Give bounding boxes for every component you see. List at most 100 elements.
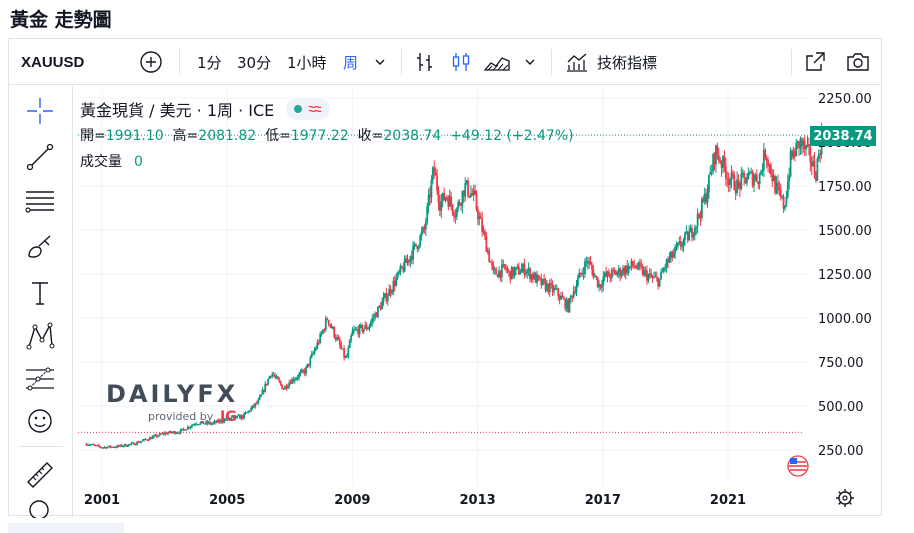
- candle-body: [179, 429, 182, 434]
- candle-body: [585, 261, 588, 263]
- candle-body: [146, 439, 148, 441]
- snapshot-button[interactable]: [845, 39, 871, 85]
- text-tool[interactable]: [23, 276, 57, 310]
- candle-body: [234, 416, 237, 419]
- candle-body: [220, 420, 223, 422]
- candle-body: [767, 160, 769, 166]
- candle-body: [551, 284, 554, 292]
- candle-body: [724, 166, 727, 179]
- candle-body: [581, 273, 584, 275]
- candle-body: [227, 417, 230, 420]
- candle-body: [206, 421, 209, 424]
- indicators-label: 技術指標: [597, 53, 658, 72]
- candle-body: [503, 264, 506, 268]
- interval-1h[interactable]: 1小時: [287, 53, 327, 72]
- candle-body: [686, 231, 689, 241]
- symbol-search[interactable]: XAUUSD: [21, 53, 85, 71]
- candle-body: [184, 429, 186, 431]
- candle-body: [478, 216, 481, 220]
- candle-body: [795, 143, 798, 157]
- candle-body: [637, 262, 640, 269]
- candle-body: [779, 190, 782, 197]
- candle-body: [493, 269, 496, 271]
- candle-body: [538, 277, 541, 279]
- candle-body: [669, 251, 672, 258]
- watermark-brand: DAILYFX: [106, 380, 238, 408]
- candle-body: [798, 141, 800, 149]
- candle-body: [255, 403, 258, 405]
- fullscreen-button[interactable]: [803, 39, 827, 85]
- prediction-tool[interactable]: [23, 362, 57, 396]
- bar-chart-type-button[interactable]: [413, 39, 437, 85]
- zoom-tool[interactable]: [23, 500, 57, 518]
- candle-body: [660, 271, 662, 279]
- candle-body: [696, 214, 699, 227]
- candle-body: [640, 264, 643, 267]
- status-pill[interactable]: [286, 98, 331, 120]
- candle-body: [677, 243, 679, 247]
- candle-body: [647, 275, 650, 281]
- candle-body: [708, 174, 710, 193]
- candle-body: [240, 415, 243, 419]
- candle-body: [116, 445, 119, 448]
- plus-circle-icon: [140, 51, 162, 73]
- candle-body: [586, 261, 589, 264]
- settings-icon[interactable]: [836, 489, 854, 507]
- candle-body: [524, 272, 527, 275]
- y-tick-label: 1250.00: [818, 268, 872, 283]
- candle-body: [482, 231, 485, 233]
- candle-body: [643, 270, 646, 276]
- area-chart-type-button[interactable]: [483, 39, 511, 85]
- interval-dropdown[interactable]: [373, 39, 387, 85]
- candle-body: [717, 155, 720, 161]
- candle-body: [661, 271, 664, 273]
- candle-body: [154, 434, 157, 436]
- candle-body: [99, 446, 102, 448]
- candle-body: [191, 425, 193, 427]
- interval-30m[interactable]: 30分: [237, 53, 272, 72]
- candle-body: [791, 150, 793, 158]
- candle-body: [550, 283, 553, 285]
- candle-body: [422, 227, 424, 233]
- trendline-tool[interactable]: [23, 140, 57, 174]
- candle-body: [648, 273, 651, 276]
- chart-type-dropdown[interactable]: [523, 39, 537, 85]
- candle-body: [315, 348, 317, 351]
- candle-body: [217, 420, 220, 423]
- candle-body: [141, 440, 144, 442]
- brush-tool[interactable]: [23, 230, 57, 264]
- ohlc-values: 開=1991.10 高=2081.82 低=1977.22 收=2038.74 …: [80, 125, 574, 145]
- interval-week[interactable]: 周: [343, 53, 359, 72]
- candle-body: [771, 174, 774, 182]
- crosshair-tool[interactable]: [23, 94, 57, 128]
- pattern-tool[interactable]: [23, 320, 57, 354]
- indicators-button[interactable]: 技術指標: [565, 39, 657, 85]
- candle-body: [769, 164, 772, 175]
- interval-1m[interactable]: 1分: [197, 53, 222, 72]
- candle-body: [664, 267, 667, 269]
- compare-add-button[interactable]: [139, 39, 163, 85]
- candle-body: [730, 172, 733, 181]
- candle-body: [205, 421, 207, 424]
- candle-body: [777, 182, 779, 187]
- candle-body: [130, 443, 133, 445]
- candle-body: [386, 296, 389, 302]
- candle-body: [293, 379, 296, 382]
- candle-body: [762, 150, 765, 171]
- fibonacci-icon: [25, 191, 54, 213]
- candle-body: [699, 216, 702, 218]
- candle-chart-type-button[interactable]: [449, 39, 473, 85]
- candle-body: [188, 426, 191, 428]
- candle-body: [95, 445, 98, 447]
- ruler-tool[interactable]: [23, 458, 57, 492]
- candle-body: [792, 151, 795, 158]
- fib-tool[interactable]: [23, 184, 57, 218]
- candle-body: [630, 261, 633, 267]
- candle-body: [358, 325, 361, 335]
- emoji-tool[interactable]: [23, 404, 57, 438]
- candle-body: [182, 428, 185, 430]
- candle-body: [165, 432, 168, 435]
- candle-body: [509, 271, 512, 280]
- candle-body: [264, 383, 267, 392]
